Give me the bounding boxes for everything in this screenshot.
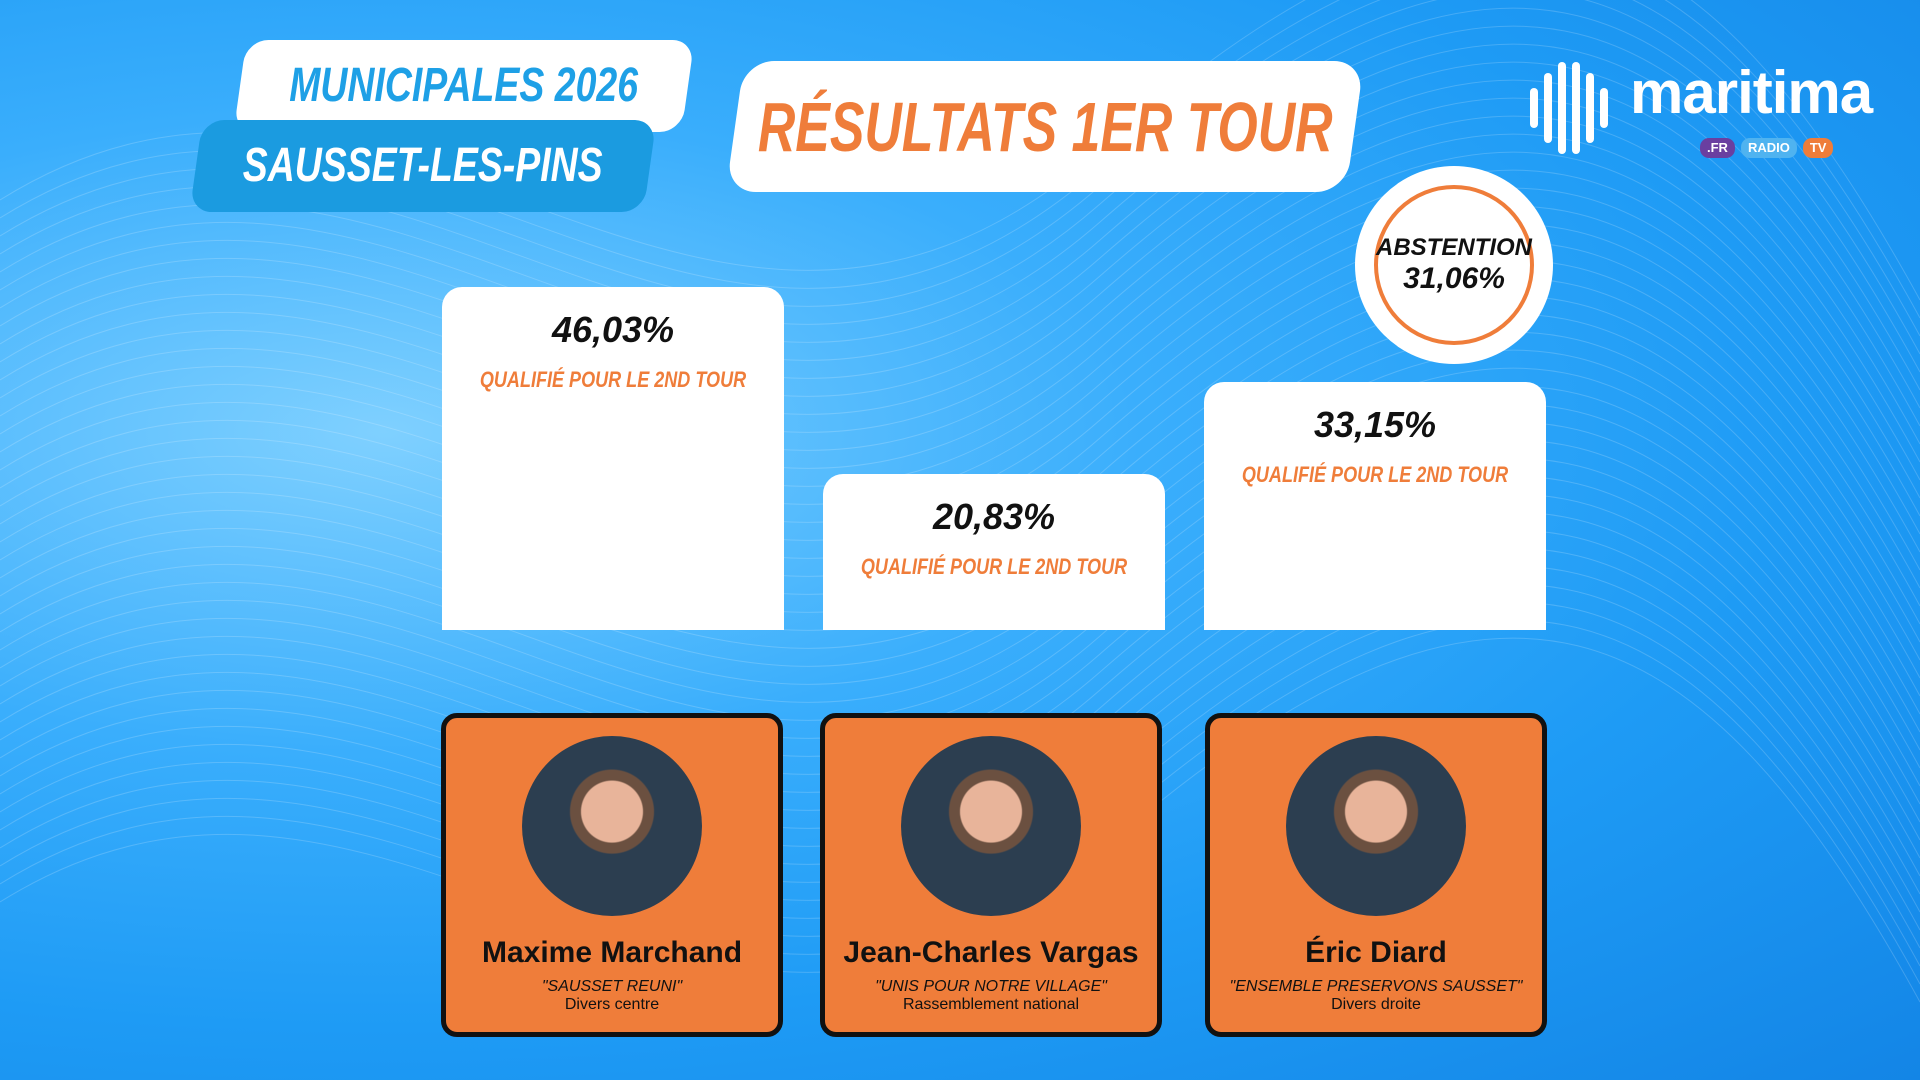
candidate-photo bbox=[901, 736, 1081, 916]
wave-line bbox=[0, 205, 1920, 571]
abstention-label: ABSTENTION bbox=[1376, 234, 1532, 261]
wave-line bbox=[0, 403, 1920, 769]
page-title: RÉSULTATS 1ER TOUR bbox=[757, 87, 1333, 166]
wave-line bbox=[0, 25, 1920, 391]
candidate-party: Divers droite bbox=[1331, 996, 1421, 1013]
logo-wordmark: maritima bbox=[1630, 59, 1873, 126]
event-tag: MUNICIPALES 2026 bbox=[233, 40, 695, 132]
city-tag: SAUSSET-LES-PINS bbox=[189, 120, 657, 212]
result-status: QUALIFIÉ POUR LE 2ND TOUR bbox=[1241, 462, 1509, 487]
pill-tv: TV bbox=[1802, 138, 1834, 158]
title-box: RÉSULTATS 1ER TOUR bbox=[725, 61, 1365, 192]
result-status: QUALIFIÉ POUR LE 2ND TOUR bbox=[479, 367, 747, 392]
pill-fr: .FR bbox=[1700, 138, 1735, 158]
result-bar-1: 46,03% QUALIFIÉ POUR LE 2ND TOUR bbox=[442, 287, 784, 630]
candidate-party: Rassemblement national bbox=[902, 996, 1080, 1013]
result-bar-3: 33,15% QUALIFIÉ POUR LE 2ND TOUR bbox=[1204, 382, 1546, 630]
candidate-photo bbox=[1286, 736, 1466, 916]
candidate-photo bbox=[522, 736, 702, 916]
wave-line bbox=[0, 385, 1920, 751]
candidate-list: "ENSEMBLE PRESERVONS SAUSSET" bbox=[1229, 978, 1523, 995]
abstention-value: 31,06% bbox=[1403, 262, 1505, 295]
result-percent: 46,03% bbox=[551, 309, 675, 350]
result-status: QUALIFIÉ POUR LE 2ND TOUR bbox=[860, 554, 1128, 579]
sound-wave-icon bbox=[1530, 62, 1608, 154]
wave-line bbox=[0, 439, 1920, 805]
wave-line bbox=[0, 61, 1920, 427]
city-label: SAUSSET-LES-PINS bbox=[243, 139, 603, 192]
candidate-card: Jean-Charles Vargas "UNIS POUR NOTRE VIL… bbox=[820, 713, 1162, 1037]
maritima-logo: maritima .FR RADIO TV bbox=[1530, 59, 1873, 160]
candidate-party: Divers centre bbox=[564, 996, 660, 1013]
wave-line bbox=[0, 151, 1920, 517]
candidate-name: Éric Diard bbox=[1305, 936, 1447, 969]
result-percent: 33,15% bbox=[1313, 404, 1437, 445]
wave-line bbox=[0, 133, 1920, 499]
result-bar-2: 20,83% QUALIFIÉ POUR LE 2ND TOUR bbox=[823, 474, 1165, 630]
event-label: MUNICIPALES 2026 bbox=[289, 59, 639, 112]
wave-line bbox=[0, 187, 1920, 553]
wave-line bbox=[0, 97, 1920, 463]
wave-line bbox=[0, 421, 1920, 787]
candidate-name: Maxime Marchand bbox=[481, 936, 743, 969]
pill-radio: RADIO bbox=[1740, 138, 1797, 158]
wave-line bbox=[0, 43, 1920, 409]
candidate-list: "SAUSSET REUNI" bbox=[541, 978, 683, 995]
abstention-badge: ABSTENTION 31,06% bbox=[1355, 166, 1553, 364]
candidate-card: Maxime Marchand "SAUSSET REUNI" Divers c… bbox=[441, 713, 783, 1037]
wave-line bbox=[0, 79, 1920, 445]
wave-line bbox=[0, 7, 1920, 373]
candidate-card: Éric Diard "ENSEMBLE PRESERVONS SAUSSET"… bbox=[1205, 713, 1547, 1037]
candidate-name: Jean-Charles Vargas bbox=[843, 936, 1139, 969]
wave-line bbox=[0, 169, 1920, 535]
candidate-list: "UNIS POUR NOTRE VILLAGE" bbox=[875, 978, 1107, 995]
wave-line bbox=[0, 115, 1920, 481]
result-percent: 20,83% bbox=[932, 496, 1056, 537]
